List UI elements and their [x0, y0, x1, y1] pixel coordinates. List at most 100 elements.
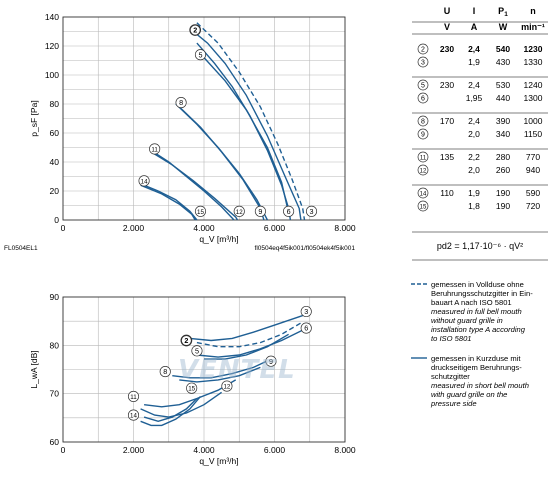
y-tick-label: 100 [45, 70, 59, 80]
table-cell: 170 [440, 116, 454, 126]
table-cell: 260 [496, 165, 510, 175]
y-tick-label: 0 [54, 215, 59, 225]
table-cell: 2,2 [468, 152, 480, 162]
curve-label-text: 14 [130, 413, 137, 420]
curve-label-circle [127, 409, 140, 421]
y-tick-label: 60 [50, 437, 60, 447]
table-cell: 540 [496, 44, 510, 54]
plot-frame [62, 296, 346, 443]
table-row: 12 2,0 260 940 [417, 164, 540, 176]
table-cell: 720 [526, 201, 540, 211]
row-id: 3 [421, 60, 425, 67]
row-id: 9 [421, 132, 425, 139]
series-curve-8 [172, 358, 272, 379]
row-id-circle [417, 200, 429, 212]
y-tick-label: 80 [50, 99, 60, 109]
table-header: U [444, 6, 451, 16]
series-curve-2 [196, 321, 304, 348]
series-curve-11 [140, 391, 223, 418]
series-curve-3 [189, 314, 303, 342]
row-id-circle [417, 128, 429, 140]
table-row: 8 170 2,4 390 1000 [417, 115, 543, 127]
series-curve-3 [189, 28, 302, 221]
series-curve-6 [204, 333, 289, 360]
curve-label-text: 8 [179, 98, 183, 107]
series-curve-5 [196, 42, 292, 221]
sound-power-chart: 0 2.000 4.000 6.000 8.000 60 70 80 90 L_wA [dB] q_… [29, 292, 356, 466]
curve-label-text: 6 [304, 324, 308, 333]
table-cell: 190 [496, 201, 510, 211]
row-id-circle [417, 79, 429, 91]
legend-text-en: measured in full bell mouth [431, 307, 522, 316]
x-tick-label: 8.000 [334, 223, 356, 233]
table-unit: W [499, 22, 508, 32]
curve-label-text: 6 [287, 207, 291, 216]
curve-label-3: 3 [300, 305, 312, 318]
x-tick-label: 2.000 [123, 223, 145, 233]
curve-label-2: 2 [189, 24, 202, 36]
table-row: 3 1,9 430 1330 [417, 56, 543, 68]
table-unit: min⁻¹ [521, 22, 545, 32]
curve-label-8: 8 [159, 366, 171, 378]
series-curve-5 [196, 329, 304, 358]
table-cell: 940 [526, 165, 540, 175]
formula: pd2 = 1,17·10⁻⁶ · qV² [437, 241, 523, 251]
curve-label-circle [254, 205, 266, 217]
row-id: 8 [421, 119, 425, 126]
row-id-circle [417, 151, 429, 163]
table-unit: A [471, 22, 478, 32]
table-header: n [530, 6, 536, 16]
row-id: 5 [421, 83, 425, 90]
curve-label-2: 2 [180, 334, 193, 347]
table-cell: 230 [440, 44, 454, 54]
table-cell: 1,9 [468, 57, 480, 67]
curve-label-circle [191, 345, 203, 357]
curve-label-circle [159, 366, 171, 378]
curve-label-circle [189, 24, 202, 36]
row-id: 11 [420, 156, 427, 162]
x-axis-label: q_V [m³/h] [199, 234, 238, 244]
row-id-circle [417, 43, 429, 55]
table-cell: 135 [440, 152, 454, 162]
curve-label-5: 5 [191, 345, 203, 357]
legend-text-de: gemessen in Vollduse ohne [431, 280, 524, 289]
curve-label-12: 12 [233, 205, 245, 217]
footer-left: FL0504EL1 [4, 245, 38, 252]
curve-label-circle [138, 175, 150, 187]
row-id-circle [417, 92, 429, 104]
row-id-circle [417, 164, 429, 176]
table-cell: 110 [440, 188, 454, 198]
table-row: 14 110 1,9 190 590 [417, 187, 540, 199]
table-cell: 590 [526, 188, 540, 198]
series-curve-9 [178, 106, 265, 221]
table-cell: 1000 [524, 116, 543, 126]
curve-label-circle [180, 334, 193, 347]
curve-label-circle [283, 205, 295, 217]
curve-label-11: 11 [149, 143, 161, 155]
y-tick-label: 70 [50, 389, 60, 399]
table-cell: 2,0 [468, 129, 480, 139]
series-curve-6 [203, 57, 290, 213]
table-cell: 1230 [524, 44, 543, 54]
series-curve-12 [144, 379, 237, 408]
curve-label-11: 11 [127, 390, 140, 402]
series-curve-11 [150, 149, 235, 221]
table-cell: 430 [496, 57, 510, 67]
x-tick-label: 2.000 [123, 445, 145, 455]
curve-label-circle [300, 305, 312, 318]
curve-label-circle [175, 97, 187, 109]
table-cell: 1330 [524, 57, 543, 67]
curve-label-text: 9 [269, 357, 273, 366]
legend-text-de: bauart A nach ISO 5801 [431, 298, 512, 307]
curve-label-9: 9 [254, 205, 266, 217]
curve-label-text: 11 [130, 394, 137, 401]
table-row: 15 1,8 190 720 [417, 200, 540, 212]
curve-label-6: 6 [300, 322, 312, 334]
x-tick-label: 4.000 [193, 223, 215, 233]
series-curve-2 [196, 22, 306, 221]
table-row: 11 135 2,2 280 770 [417, 151, 540, 163]
curve-label-circle [127, 390, 140, 402]
curve-label-14: 14 [138, 175, 150, 187]
curve-label-14: 14 [127, 409, 140, 421]
table-cell: 280 [496, 152, 510, 162]
